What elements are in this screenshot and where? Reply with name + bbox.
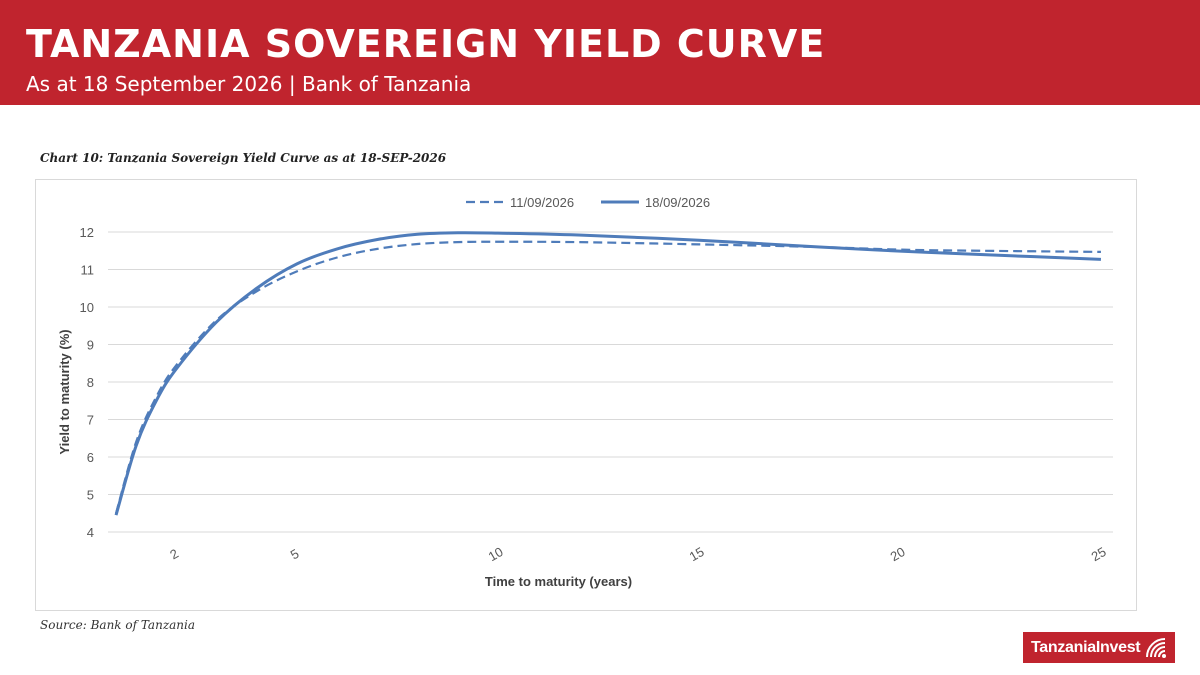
radio-waves-icon [1146,638,1166,658]
source-note: Source: Bank of Tanzania [40,618,196,632]
y-tick-label: 10 [80,300,94,315]
logo-text: TanzaniaInvest [1031,639,1141,656]
x-tick-label: 10 [486,544,506,564]
series-line-solid [114,231,1102,516]
y-tick-label: 9 [87,338,94,353]
x-tick-label: 25 [1089,544,1109,564]
page-title: TANZANIA SOVEREIGN YIELD CURVE [26,22,826,66]
chart-caption: Chart 10: Tanzania Sovereign Yield Curve… [40,151,447,165]
x-tick-label: 20 [888,544,908,564]
x-tick-label: 15 [687,544,707,564]
y-tick-label: 5 [87,488,94,503]
page-subtitle: As at 18 September 2026 | Bank of Tanzan… [26,72,472,96]
legend-label: 18/09/2026 [645,195,710,210]
x-tick-label: 2 [167,546,181,563]
y-tick-label: 12 [80,225,94,240]
legend-label: 11/09/2026 [510,195,574,210]
y-axis-title: Yield to maturity (%) [57,329,72,454]
x-tick-label: 5 [288,546,302,563]
header-banner: TANZANIA SOVEREIGN YIELD CURVE As at 18 … [0,0,1200,105]
chart-frame: 4 5 6 7 8 9 10 11 12 2 5 10 15 20 25 Time to maturity (… [35,179,1137,611]
y-tick-label: 11 [81,263,95,278]
y-tick-label: 8 [87,375,94,390]
y-tick-label: 6 [87,450,94,465]
y-tick-label: 7 [87,413,94,428]
y-tick-label: 4 [87,525,94,540]
tanzaniainvest-logo[interactable]: TanzaniaInvest [1023,632,1175,663]
x-axis-title: Time to maturity (years) [485,574,632,589]
